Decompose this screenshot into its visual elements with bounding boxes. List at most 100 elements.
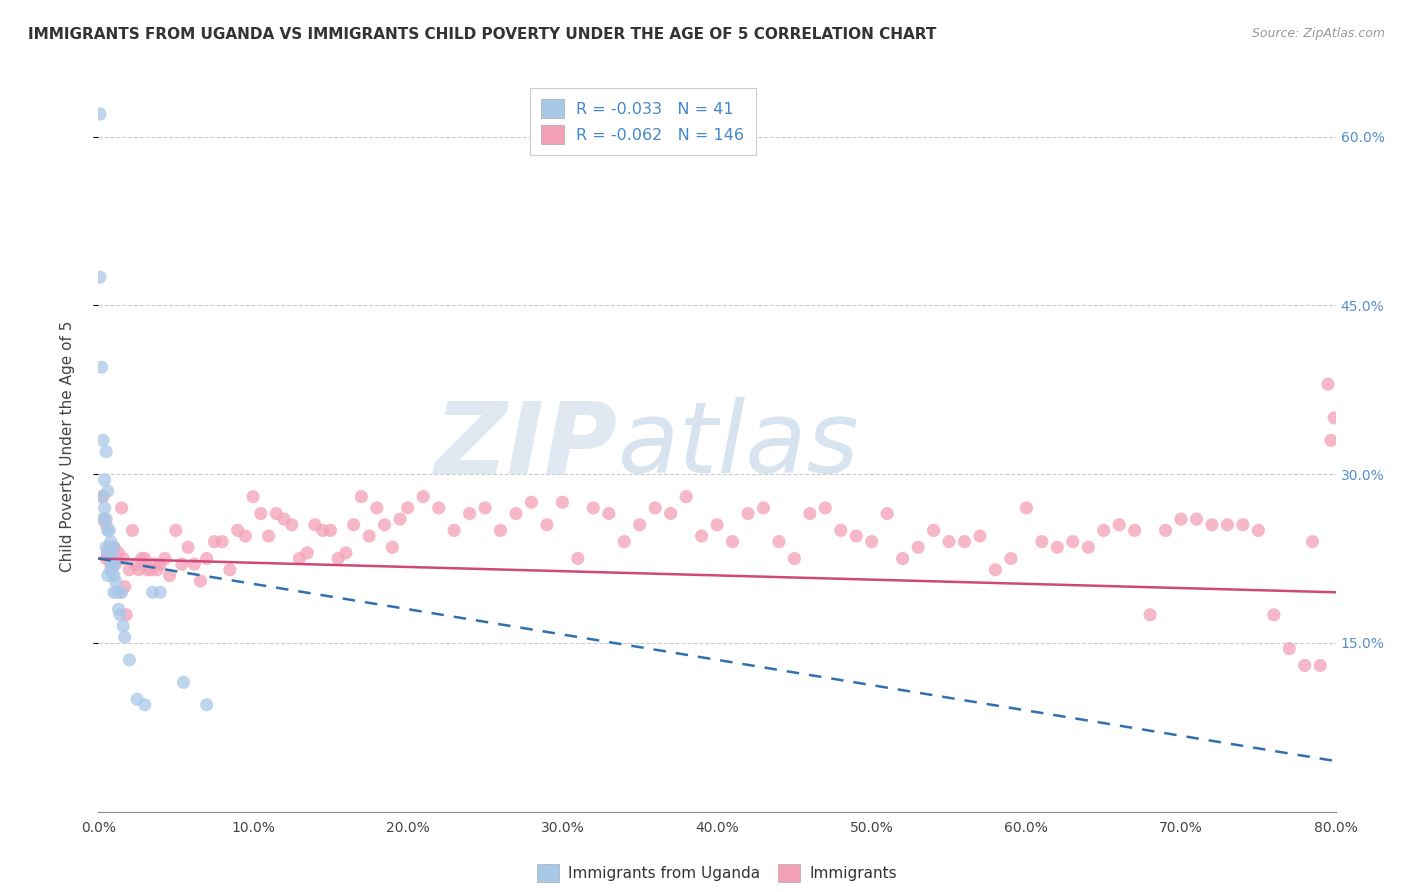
Point xyxy=(100,546,122,560)
Text: IMMIGRANTS FROM UGANDA VS IMMIGRANTS CHILD POVERTY UNDER THE AGE OF 5 CORRELATIO: IMMIGRANTS FROM UGANDA VS IMMIGRANTS CHI… xyxy=(28,27,936,42)
Point xyxy=(97,546,120,560)
Point xyxy=(108,585,131,599)
Y-axis label: Child Poverty Under the Age of 5: Child Poverty Under the Age of 5 xyxy=(60,320,75,572)
Point xyxy=(101,551,124,566)
Point xyxy=(159,568,181,582)
Point xyxy=(91,434,114,448)
Point xyxy=(103,541,125,555)
Point xyxy=(149,557,172,571)
Point xyxy=(91,512,114,526)
Point xyxy=(1232,517,1254,532)
Point xyxy=(690,529,713,543)
Point xyxy=(1317,377,1340,392)
Point xyxy=(149,585,172,599)
Point xyxy=(326,551,350,566)
Point xyxy=(953,534,976,549)
Point xyxy=(100,563,122,577)
Point xyxy=(659,507,682,521)
Point xyxy=(100,557,122,571)
Point xyxy=(505,507,527,521)
Point xyxy=(177,541,200,555)
Point xyxy=(1323,410,1346,425)
Point xyxy=(1108,517,1130,532)
Point xyxy=(752,500,775,515)
Point xyxy=(98,546,121,560)
Point xyxy=(118,563,141,577)
Point xyxy=(1015,500,1038,515)
Point xyxy=(91,490,114,504)
Point xyxy=(204,534,226,549)
Point xyxy=(876,507,898,521)
Point xyxy=(89,107,111,121)
Point xyxy=(814,500,837,515)
Point xyxy=(257,529,280,543)
Point xyxy=(118,653,141,667)
Point xyxy=(1062,534,1084,549)
Point xyxy=(1309,658,1331,673)
Point xyxy=(121,524,143,538)
Point xyxy=(312,524,335,538)
Point xyxy=(235,529,257,543)
Point xyxy=(374,517,396,532)
Point xyxy=(250,507,273,521)
Point xyxy=(281,517,304,532)
Point xyxy=(1294,658,1316,673)
Point xyxy=(97,483,120,498)
Point xyxy=(845,529,868,543)
Point xyxy=(101,557,124,571)
Point xyxy=(357,529,380,543)
Point xyxy=(101,563,124,577)
Point xyxy=(195,698,218,712)
Point xyxy=(458,507,481,521)
Point xyxy=(136,563,159,577)
Point xyxy=(427,500,450,515)
Point xyxy=(1247,524,1270,538)
Point xyxy=(366,500,388,515)
Point xyxy=(1170,512,1192,526)
Point xyxy=(142,585,165,599)
Point xyxy=(96,541,118,555)
Point xyxy=(582,500,605,515)
Point xyxy=(474,500,496,515)
Point xyxy=(1302,534,1324,549)
Point xyxy=(146,563,169,577)
Point xyxy=(273,512,295,526)
Point xyxy=(97,524,120,538)
Point xyxy=(93,473,115,487)
Point xyxy=(520,495,543,509)
Point xyxy=(128,563,150,577)
Point xyxy=(613,534,636,549)
Point xyxy=(190,574,212,588)
Point xyxy=(89,270,111,285)
Point xyxy=(211,534,233,549)
Point xyxy=(103,585,125,599)
Point xyxy=(1185,512,1208,526)
Point xyxy=(103,557,125,571)
Point xyxy=(165,524,187,538)
Point xyxy=(111,500,134,515)
Point xyxy=(195,551,218,566)
Point xyxy=(969,529,991,543)
Point xyxy=(96,512,118,526)
Point xyxy=(381,541,404,555)
Point xyxy=(93,500,115,515)
Point xyxy=(134,698,156,712)
Point xyxy=(107,546,129,560)
Point xyxy=(96,551,118,566)
Point xyxy=(101,551,124,566)
Point xyxy=(1031,534,1053,549)
Point xyxy=(98,541,121,555)
Point xyxy=(675,490,697,504)
Point xyxy=(343,517,366,532)
Point xyxy=(536,517,558,532)
Point xyxy=(108,607,131,622)
Point xyxy=(139,563,162,577)
Point xyxy=(127,692,149,706)
Point xyxy=(350,490,373,504)
Point xyxy=(551,495,574,509)
Point xyxy=(768,534,790,549)
Text: ZIP: ZIP xyxy=(434,398,619,494)
Point xyxy=(114,580,136,594)
Point xyxy=(103,568,125,582)
Point xyxy=(173,675,195,690)
